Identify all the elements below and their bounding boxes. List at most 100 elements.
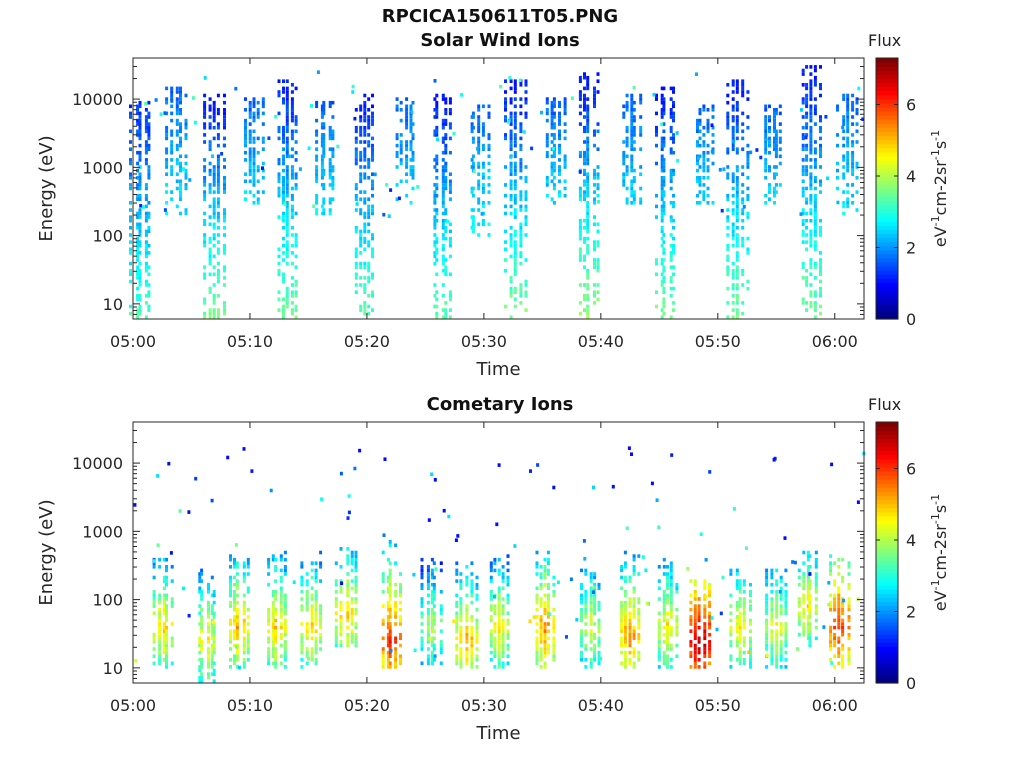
flux-cell: [300, 579, 304, 583]
flux-cell: [660, 211, 664, 216]
flux-cell: [277, 111, 281, 116]
flux-cell: [359, 108, 363, 112]
flux-cell: [223, 186, 226, 191]
flux-cell: [233, 597, 236, 601]
flux-cell: [290, 118, 294, 123]
flux-cell: [689, 629, 693, 633]
flux-cell: [256, 168, 260, 173]
flux-cell: [279, 636, 283, 641]
flux-cell: [593, 607, 597, 612]
flux-cell: [475, 658, 479, 662]
flux-cell: [285, 233, 289, 237]
flux-cell: [519, 122, 523, 126]
flux-cell: [764, 165, 768, 169]
flux-cell: [285, 247, 289, 252]
flux-cell: [623, 654, 627, 658]
flux-cell: [765, 579, 769, 583]
flux-cell: [363, 240, 367, 244]
flux-cell: [283, 643, 287, 648]
flux-cell: [371, 193, 374, 198]
flux-cell: [809, 290, 813, 294]
flux-cell: [435, 315, 439, 319]
flux-cell: [320, 497, 324, 501]
flux-cell: [170, 597, 174, 601]
flux-cell: [809, 108, 813, 112]
flux-cell: [735, 211, 739, 216]
flux-cell: [546, 597, 550, 601]
flux-cell: [203, 218, 207, 223]
flux-cell: [805, 172, 809, 176]
flux-cell: [144, 186, 148, 191]
flux-cell: [432, 622, 436, 626]
flux-cell: [444, 236, 448, 241]
flux-cell: [801, 83, 805, 87]
flux-cell: [367, 268, 371, 273]
flux-cell: [394, 640, 398, 644]
flux-cell: [371, 254, 374, 259]
flux-cell: [578, 218, 582, 223]
flux-cell: [290, 168, 294, 173]
flux-cell: [693, 665, 697, 669]
flux-cell: [298, 167, 302, 171]
colorbar-step: [876, 511, 898, 517]
flux-cell: [770, 640, 774, 644]
flux-cell: [662, 593, 666, 598]
flux-cell: [819, 190, 822, 194]
flux-cell: [208, 251, 212, 255]
flux-cell: [735, 297, 739, 302]
flux-cell: [596, 240, 600, 244]
flux-cell: [267, 561, 271, 565]
flux-cell: [814, 550, 818, 555]
flux-cell: [430, 597, 434, 601]
flux-cell: [252, 97, 256, 101]
flux-cell: [552, 590, 556, 594]
flux-cell: [363, 190, 367, 194]
flux-cell: [203, 176, 207, 180]
flux-cell: [778, 183, 782, 187]
flux-cell: [841, 604, 845, 608]
flux-cell: [314, 572, 318, 576]
flux-cell: [282, 100, 285, 105]
flux-cell: [138, 115, 142, 119]
flux-cell: [765, 600, 769, 605]
flux-cell: [455, 579, 459, 583]
flux-cell: [420, 629, 424, 633]
colorbar-step: [876, 674, 898, 680]
flux-cell: [625, 186, 629, 191]
flux-cell: [277, 172, 281, 176]
flux-cell: [809, 283, 813, 287]
flux-cell: [200, 679, 204, 683]
flux-cell: [738, 647, 742, 651]
flux-cell: [703, 665, 707, 669]
flux-cell: [504, 133, 507, 137]
flux-cell: [497, 611, 501, 616]
flux-cell: [801, 133, 805, 137]
flux-cell: [497, 604, 501, 608]
flux-cell: [426, 647, 430, 651]
flux-cell: [689, 650, 693, 655]
flux-cell: [184, 93, 188, 98]
flux-cell: [211, 620, 215, 625]
flux-cell: [802, 586, 806, 591]
flux-cell: [359, 233, 363, 237]
flux-cell: [459, 632, 463, 637]
flux-cell: [331, 168, 335, 173]
flux-cell: [800, 108, 803, 112]
flux-cell: [632, 147, 636, 151]
flux-cell: [274, 565, 278, 569]
flux-cell: [702, 133, 706, 137]
flux-cell: [660, 143, 664, 148]
flux-cell: [596, 222, 600, 227]
flux-cell: [212, 297, 216, 302]
flux-cell: [200, 622, 204, 626]
flux-cell: [639, 147, 643, 151]
flux-cell: [315, 118, 319, 123]
flux-cell: [277, 176, 281, 180]
flux-cell: [802, 593, 806, 598]
flux-cell: [735, 286, 739, 291]
flux-cell: [310, 604, 314, 608]
flux-cell: [593, 129, 596, 134]
flux-cell: [660, 165, 664, 169]
flux-cell: [162, 611, 166, 616]
flux-cell: [405, 161, 409, 166]
